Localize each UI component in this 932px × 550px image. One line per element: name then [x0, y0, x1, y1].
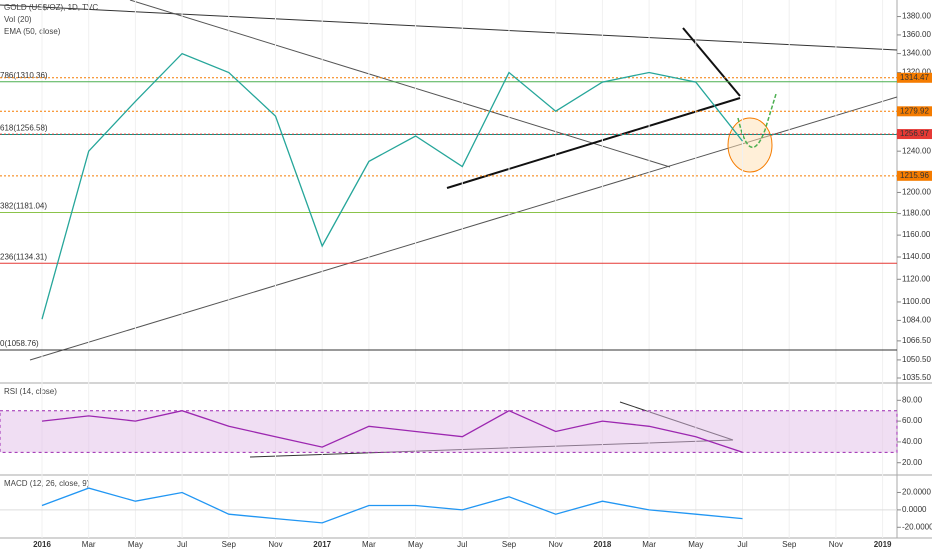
- y-tick-label: 80.00: [902, 395, 923, 404]
- rsi-band: [0, 410, 898, 453]
- y-tick-label: 1360.00: [902, 30, 931, 39]
- y-tick-label: 1100.00: [902, 297, 931, 306]
- x-tick-label: Nov: [829, 540, 843, 549]
- price-badge-label: 1256.97: [900, 129, 929, 138]
- price-badge-label: 1314.47: [900, 73, 929, 82]
- x-tick-label: 2016: [33, 540, 51, 549]
- x-tick-label: Mar: [642, 540, 656, 549]
- x-tick-label: Nov: [268, 540, 282, 549]
- y-tick-label: 1320.00: [902, 68, 931, 77]
- fib-label: 786(1310.36): [0, 71, 48, 80]
- projection-arrow: [737, 93, 777, 149]
- series-line: [41, 409, 743, 453]
- y-tick-label: 1240.00: [902, 146, 931, 155]
- y-tick-label: 20.00: [902, 458, 923, 467]
- series-line: [41, 52, 744, 320]
- x-tick-label: Jul: [457, 540, 467, 549]
- fib-label: 618(1256.58): [0, 124, 48, 133]
- y-tick-label: 1120.00: [902, 274, 931, 283]
- price-badge: [897, 106, 932, 117]
- y-tick-label: 60.00: [902, 416, 923, 425]
- y-tick-label: 1050.50: [902, 355, 931, 364]
- y-tick-label: 1200.00: [902, 188, 931, 197]
- panel-title: MACD (12, 26, close, 9): [4, 479, 90, 488]
- series-line: [41, 487, 743, 524]
- price-badge: [897, 72, 932, 83]
- y-tick-label: -20.0000: [902, 522, 932, 531]
- y-tick-label: 1340.00: [902, 49, 931, 58]
- price-badge: [897, 170, 932, 181]
- fib-label: 236(1134.31): [0, 252, 47, 261]
- highlight-ellipse: [727, 117, 773, 173]
- x-tick-label: Sep: [502, 540, 517, 549]
- price-badge: [897, 129, 932, 140]
- y-tick-label: 1180.00: [902, 209, 931, 218]
- indicator-label: EMA (50, close): [4, 27, 61, 36]
- x-tick-label: May: [408, 540, 423, 549]
- y-tick-label: 40.00: [902, 437, 923, 446]
- price-badge-label: 1279.92: [900, 106, 929, 115]
- x-tick-label: Jul: [177, 540, 187, 549]
- y-tick-label: 1035.50: [902, 373, 931, 382]
- x-tick-label: May: [688, 540, 703, 549]
- y-tick-label: 1066.50: [902, 336, 931, 345]
- fib-label: 382(1181.04): [0, 202, 47, 211]
- y-tick-label: 1084.00: [902, 316, 931, 325]
- y-tick-label: 1140.00: [902, 252, 931, 261]
- x-tick-label: 2018: [594, 540, 612, 549]
- x-tick-label: Nov: [549, 540, 563, 549]
- trend-line: [129, 0, 671, 168]
- x-tick-label: 2019: [874, 540, 892, 549]
- indicator-label: Vol (20): [4, 15, 32, 24]
- fib-label: 0(1058.76): [0, 339, 39, 348]
- x-tick-label: 2017: [313, 540, 331, 549]
- trend-line: [682, 27, 741, 97]
- y-tick-label: 1160.00: [902, 230, 931, 239]
- x-tick-label: Sep: [782, 540, 797, 549]
- y-tick-label: 1380.00: [902, 12, 931, 21]
- x-tick-label: Mar: [82, 540, 96, 549]
- panel-title: RSI (14, close): [4, 387, 57, 396]
- y-tick-label: 20.0000: [902, 488, 931, 497]
- x-tick-label: Sep: [222, 540, 237, 549]
- y-tick-label: 0.0000: [902, 505, 927, 514]
- trend-line: [0, 4, 898, 51]
- x-tick-label: May: [128, 540, 143, 549]
- x-tick-label: Jul: [737, 540, 747, 549]
- price-badge-label: 1215.96: [900, 171, 929, 180]
- chart-title: GOLD (US$/OZ), 1D, TVC: [4, 3, 98, 12]
- trend-line: [446, 97, 741, 189]
- x-tick-label: Mar: [362, 540, 376, 549]
